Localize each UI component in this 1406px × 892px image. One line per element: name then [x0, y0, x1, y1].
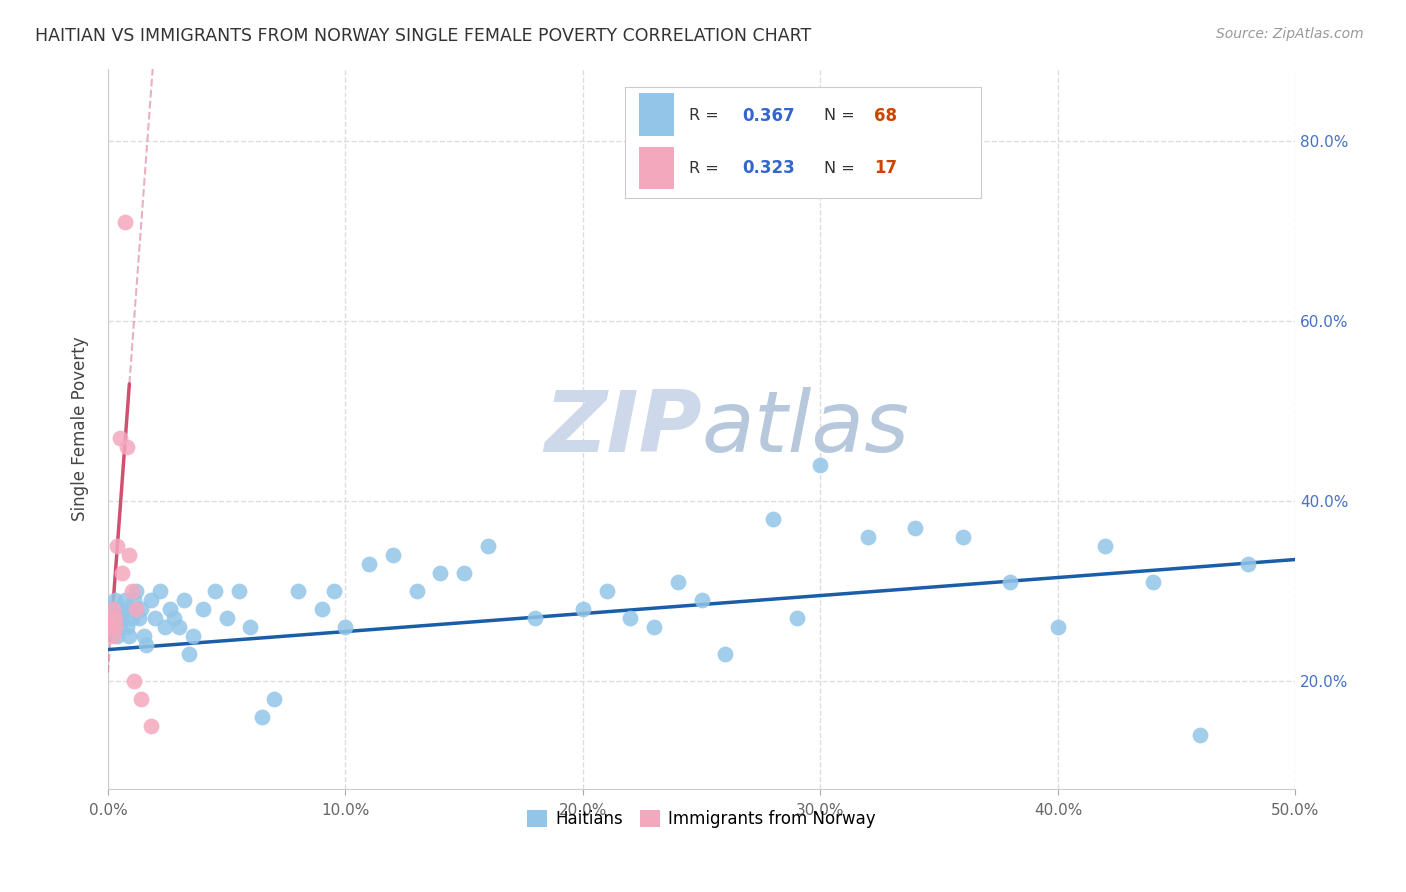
Point	[107, 629, 129, 643]
Point	[1094, 539, 1116, 553]
Point	[1046, 620, 1069, 634]
Point	[359, 557, 381, 571]
Text: ZIP: ZIP	[544, 387, 702, 470]
Point	[118, 629, 141, 643]
Point	[952, 530, 974, 544]
Point	[159, 602, 181, 616]
Point	[114, 215, 136, 229]
Point	[104, 611, 127, 625]
Point	[98, 602, 121, 616]
Point	[108, 611, 131, 625]
Point	[125, 602, 148, 616]
Point	[111, 602, 134, 616]
Point	[1000, 574, 1022, 589]
Text: atlas: atlas	[702, 387, 910, 470]
Point	[108, 431, 131, 445]
Point	[904, 521, 927, 535]
Point	[1189, 728, 1212, 742]
Point	[167, 620, 190, 634]
Point	[263, 692, 285, 706]
Point	[121, 602, 143, 616]
Point	[191, 602, 214, 616]
Point	[810, 458, 832, 472]
Point	[129, 692, 152, 706]
Point	[145, 611, 167, 625]
Point	[596, 584, 619, 599]
Point	[104, 593, 127, 607]
Point	[111, 566, 134, 580]
Point	[690, 593, 713, 607]
Point	[108, 620, 131, 634]
Point	[115, 440, 138, 454]
Legend: Haitians, Immigrants from Norway: Haitians, Immigrants from Norway	[520, 804, 883, 835]
Point	[115, 620, 138, 634]
Point	[405, 584, 427, 599]
Point	[204, 584, 226, 599]
Point	[322, 584, 344, 599]
Point	[107, 602, 129, 616]
Point	[118, 548, 141, 562]
Point	[135, 638, 157, 652]
Point	[666, 574, 689, 589]
Point	[122, 593, 145, 607]
Point	[382, 548, 405, 562]
Point	[111, 611, 134, 625]
Y-axis label: Single Female Poverty: Single Female Poverty	[72, 336, 89, 521]
Point	[149, 584, 172, 599]
Point	[643, 620, 665, 634]
Text: Source: ZipAtlas.com: Source: ZipAtlas.com	[1216, 27, 1364, 41]
Point	[619, 611, 641, 625]
Text: HAITIAN VS IMMIGRANTS FROM NORWAY SINGLE FEMALE POVERTY CORRELATION CHART: HAITIAN VS IMMIGRANTS FROM NORWAY SINGLE…	[35, 27, 811, 45]
Point	[107, 539, 129, 553]
Point	[101, 611, 124, 625]
Point	[177, 647, 200, 661]
Point	[252, 710, 274, 724]
Point	[153, 620, 176, 634]
Point	[121, 611, 143, 625]
Point	[104, 620, 127, 634]
Point	[98, 620, 121, 634]
Point	[98, 611, 121, 625]
Point	[572, 602, 595, 616]
Point	[239, 620, 262, 634]
Point	[1142, 574, 1164, 589]
Point	[215, 611, 238, 625]
Point	[714, 647, 737, 661]
Point	[101, 629, 124, 643]
Point	[477, 539, 499, 553]
Point	[453, 566, 475, 580]
Point	[129, 602, 152, 616]
Point	[132, 629, 155, 643]
Point	[183, 629, 205, 643]
Point	[122, 674, 145, 689]
Point	[121, 584, 143, 599]
Point	[139, 593, 162, 607]
Point	[429, 566, 451, 580]
Point	[104, 620, 127, 634]
Point	[228, 584, 250, 599]
Point	[139, 719, 162, 733]
Point	[335, 620, 357, 634]
Point	[786, 611, 808, 625]
Point	[1237, 557, 1260, 571]
Point	[114, 593, 136, 607]
Point	[762, 512, 785, 526]
Point	[125, 584, 148, 599]
Point	[524, 611, 547, 625]
Point	[128, 611, 150, 625]
Point	[163, 611, 186, 625]
Point	[173, 593, 195, 607]
Point	[287, 584, 309, 599]
Point	[856, 530, 879, 544]
Point	[311, 602, 333, 616]
Point	[101, 602, 124, 616]
